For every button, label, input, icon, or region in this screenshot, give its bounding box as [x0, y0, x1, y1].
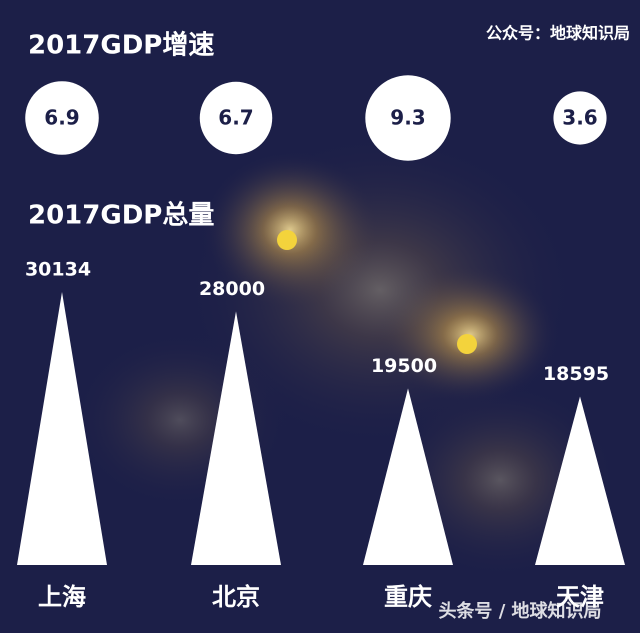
watermark: 公众号：地球知识局: [486, 24, 630, 43]
triangle-bar: [17, 292, 107, 565]
triangle-bar: [363, 388, 453, 565]
triangle-bar: [191, 311, 281, 565]
bubble: [199, 81, 273, 155]
value-label: 28000: [199, 278, 265, 300]
bubble: [553, 91, 607, 145]
chart-title: 2017GDP增速: [28, 30, 214, 61]
value-label: 6.9: [44, 106, 79, 130]
value-label: 3.6: [562, 106, 597, 130]
category-label: 天津: [556, 583, 604, 611]
category-label: 上海: [38, 583, 86, 611]
value-label: 30134: [25, 259, 91, 281]
footer-watermark: 头条号 / 地球知识局: [438, 600, 601, 622]
triangle-bar: [535, 396, 625, 565]
chart-title: 2017GDP总量: [28, 201, 214, 231]
bubble: [25, 81, 99, 155]
value-label: 19500: [371, 355, 437, 377]
category-label: 重庆: [384, 583, 432, 611]
category-label: 北京: [212, 583, 260, 611]
bubble: [365, 75, 451, 161]
value-label: 6.7: [218, 106, 253, 130]
value-label: 9.3: [390, 106, 425, 130]
value-label: 18595: [543, 363, 609, 385]
